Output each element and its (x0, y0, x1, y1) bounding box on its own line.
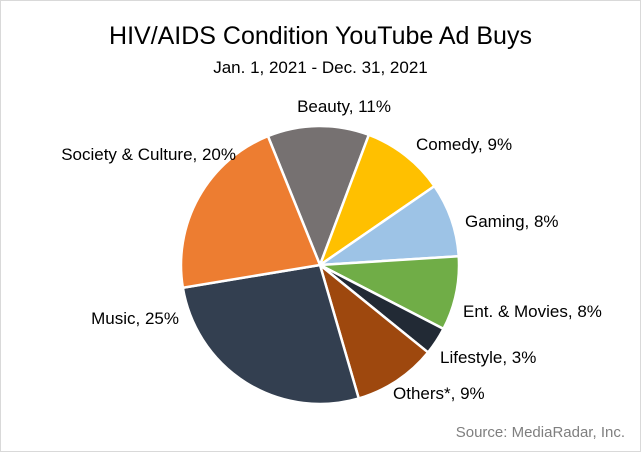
slice-label: Gaming, 8% (465, 212, 559, 231)
slice-label: Others*, 9% (393, 384, 485, 403)
pie-slice (318, 263, 430, 400)
pie-slice (266, 124, 371, 267)
slice-label: Music, 25% (91, 309, 179, 328)
source-note: Source: MediaRadar, Inc. (455, 424, 625, 441)
slice-label: Society & Culture, 20% (61, 145, 236, 164)
slice-label: Lifestyle, 3% (440, 348, 536, 367)
slice-label: Comedy, 9% (416, 135, 512, 154)
chart-subtitle: Jan. 1, 2021 - Dec. 31, 2021 (213, 58, 428, 77)
pie-slice (318, 133, 436, 267)
pie-slice (179, 134, 322, 289)
slice-label: Beauty, 11% (297, 97, 391, 116)
pie-slice (181, 263, 361, 406)
slice-label: Ent. & Movies, 8% (463, 302, 602, 321)
chart-title: HIV/AIDS Condition YouTube Ad Buys (109, 22, 532, 50)
